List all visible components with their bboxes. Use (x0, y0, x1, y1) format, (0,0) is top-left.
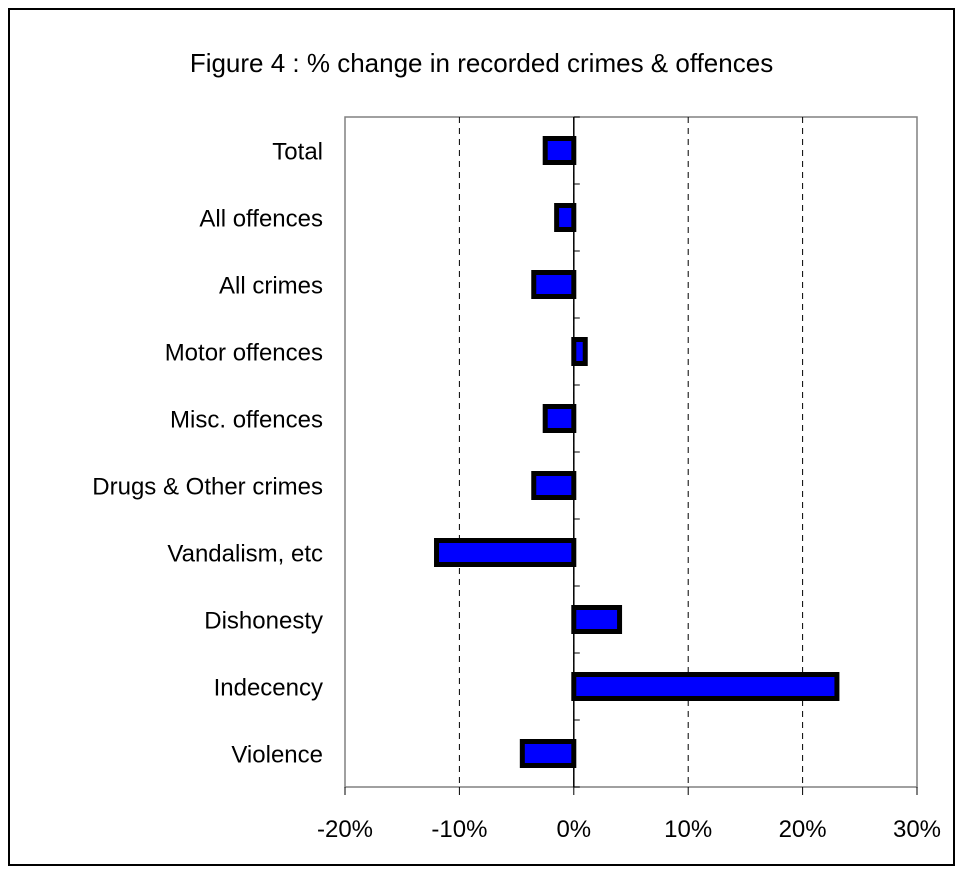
bar (571, 672, 840, 701)
category-label: Dishonesty (204, 608, 323, 635)
bar (519, 739, 577, 768)
bar (434, 538, 577, 567)
category-label: Indecency (214, 675, 323, 702)
plot-area (344, 116, 918, 788)
chart-title: Figure 4 : % change in recorded crimes &… (189, 48, 774, 78)
category-label: Violence (231, 742, 323, 769)
category-label: Misc. offences (170, 407, 323, 434)
bar (531, 471, 577, 500)
x-tick-label: 0% (556, 816, 591, 843)
category-label: Motor offences (165, 340, 323, 367)
chart-frame: Figure 4 : % change in recorded crimes &… (8, 8, 955, 866)
category-label: Drugs & Other crimes (92, 474, 323, 501)
category-label: All offences (199, 206, 323, 233)
bar (571, 337, 588, 366)
bar (554, 203, 577, 232)
x-tick-label: 30% (893, 816, 941, 843)
category-label: Total (272, 139, 323, 166)
x-tick-label: 10% (664, 816, 712, 843)
category-label: All crimes (219, 273, 323, 300)
category-label: Vandalism, etc (167, 541, 323, 568)
bar (542, 404, 577, 433)
bar (531, 270, 577, 299)
x-tick-label: 20% (779, 816, 827, 843)
bar (571, 605, 623, 634)
x-tick-label: -10% (431, 816, 487, 843)
x-tick-label: -20% (317, 816, 373, 843)
bar (542, 136, 577, 165)
